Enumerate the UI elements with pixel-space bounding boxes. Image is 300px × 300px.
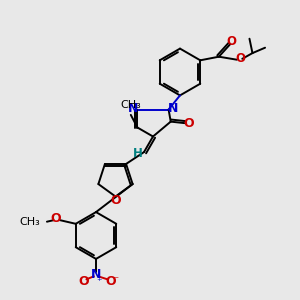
Text: ⁺: ⁺ [96,277,102,287]
Text: N: N [91,268,101,281]
Text: O: O [110,194,121,208]
Text: N: N [128,102,138,115]
Text: O: O [105,275,116,288]
Text: O: O [51,212,61,226]
Text: H: H [133,147,143,161]
Text: CH₃: CH₃ [20,217,40,227]
Text: O: O [227,34,237,48]
Text: N: N [168,102,178,115]
Text: O: O [78,275,89,288]
Text: CH₃: CH₃ [120,100,141,110]
Text: O: O [236,52,245,65]
Text: ⁻: ⁻ [113,274,119,287]
Text: O: O [183,117,194,130]
